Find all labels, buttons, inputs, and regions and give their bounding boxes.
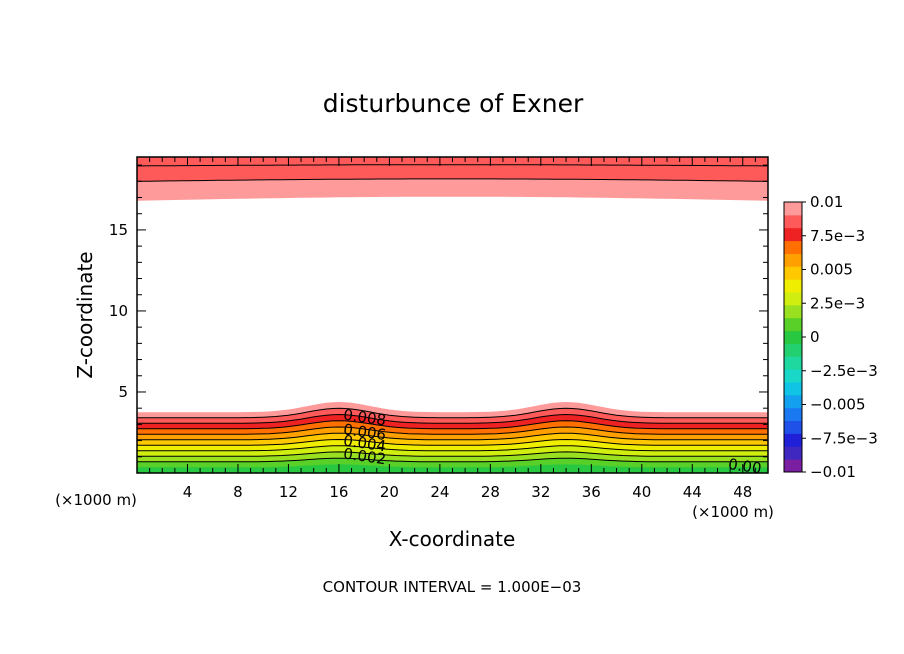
x-tick-label: 44 xyxy=(683,483,702,501)
colorbar-label: 0 xyxy=(810,328,820,346)
y-tick-label: 5 xyxy=(118,383,128,401)
x-tick-label: 20 xyxy=(380,483,399,501)
contour-line-lower xyxy=(137,432,768,441)
colorbar-swatch xyxy=(784,317,802,332)
x-unit-label-left: (×1000 m) xyxy=(55,491,137,509)
x-tick-label: 36 xyxy=(582,483,601,501)
x-tick-label: 12 xyxy=(279,483,298,501)
contour-line-lower xyxy=(137,438,768,446)
chart-title: disturbunce of Exner xyxy=(323,89,584,118)
contour-line-lower xyxy=(137,451,768,457)
x-axis: 4 8 12 16 20 24 28 32 36 40 44 48 xyxy=(149,157,756,501)
colorbar-label: −2.5e−3 xyxy=(810,362,878,380)
contour-lines xyxy=(136,164,769,463)
colorbar-swatch xyxy=(784,407,802,422)
contour-line-lower xyxy=(137,407,768,419)
x-tick-label: 32 xyxy=(531,483,550,501)
contour-band-upper xyxy=(137,157,768,182)
colorbar-swatch xyxy=(784,420,802,434)
contour-line-upper xyxy=(136,178,769,182)
colorbar-swatch xyxy=(784,279,802,293)
colorbar-swatch xyxy=(784,227,802,242)
contour-label: 0.002 xyxy=(342,445,387,469)
colorbar-swatch xyxy=(784,343,802,357)
x-tick-label: 16 xyxy=(329,483,348,501)
contour-interval-text: CONTOUR INTERVAL = 1.000E−03 xyxy=(323,578,582,596)
colorbar-label: 0.005 xyxy=(810,261,853,279)
contour-line-lower xyxy=(137,426,768,435)
colorbar-swatch xyxy=(784,214,802,229)
colorbar-swatch xyxy=(784,433,802,447)
colorbar-label: 0.01 xyxy=(810,193,843,211)
colorbar-swatch xyxy=(784,330,802,344)
colorbar: 0.01 7.5e−3 0.005 2.5e−3 0 −2.5e−3 −0.005 −7.5e… xyxy=(783,193,878,481)
colorbar-swatch xyxy=(784,266,802,280)
colorbar-label: 2.5e−3 xyxy=(810,294,865,312)
colorbar-swatch xyxy=(784,446,802,460)
y-axis: 5 10 15 xyxy=(109,164,768,458)
x-tick-label: 4 xyxy=(183,483,193,501)
colorbar-swatch xyxy=(784,240,802,254)
colorbar-swatch xyxy=(784,202,802,216)
colorbar-label: −0.01 xyxy=(810,463,856,481)
y-tick-label: 15 xyxy=(109,221,128,239)
contour-line-lower xyxy=(137,413,768,424)
x-tick-label: 28 xyxy=(481,483,500,501)
contour-label: 0.008 xyxy=(342,406,387,430)
contour-label: 0.006 xyxy=(342,420,387,444)
colorbar-swatch xyxy=(784,292,802,306)
colorbar-label: −0.005 xyxy=(810,396,866,414)
colorbar-swatch xyxy=(784,356,802,370)
contour-line-lower xyxy=(137,445,768,452)
contour-line-lower xyxy=(137,420,768,430)
colorbar-swatch xyxy=(784,394,802,409)
colorbar-swatch xyxy=(784,304,802,319)
colorbar-label: −7.5e−3 xyxy=(810,429,878,447)
colorbar-swatch xyxy=(784,369,802,383)
y-axis-label: Z-coordinate xyxy=(73,251,97,378)
contour-line-lower xyxy=(137,457,768,463)
x-tick-label: 24 xyxy=(430,483,449,501)
contour-label: 0.00 xyxy=(727,455,763,477)
x-tick-label: 8 xyxy=(233,483,243,501)
x-axis-label: X-coordinate xyxy=(389,527,516,551)
colorbar-swatch xyxy=(784,382,802,396)
y-tick-label: 10 xyxy=(109,302,128,320)
colorbar-label: 7.5e−3 xyxy=(810,227,865,245)
x-unit-label-right: (×1000 m) xyxy=(692,503,774,521)
plot-area xyxy=(137,157,768,473)
colorbar-swatch xyxy=(784,253,802,267)
contour-label: 0.004 xyxy=(342,432,387,456)
contour-line-upper xyxy=(137,164,768,167)
x-tick-label: 40 xyxy=(632,483,651,501)
x-tick-label: 48 xyxy=(733,483,752,501)
colorbar-swatch xyxy=(784,459,802,473)
